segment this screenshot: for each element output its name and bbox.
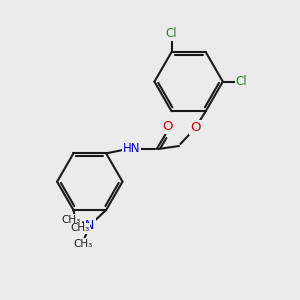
Text: N: N — [85, 219, 94, 232]
Text: Cl: Cl — [166, 27, 177, 40]
Text: CH₃: CH₃ — [74, 239, 93, 249]
Text: CH₃: CH₃ — [61, 215, 81, 225]
Text: Cl: Cl — [236, 75, 248, 88]
Text: HN: HN — [123, 142, 140, 155]
Text: O: O — [162, 120, 172, 133]
Text: CH₃: CH₃ — [70, 224, 90, 233]
Text: O: O — [190, 121, 201, 134]
